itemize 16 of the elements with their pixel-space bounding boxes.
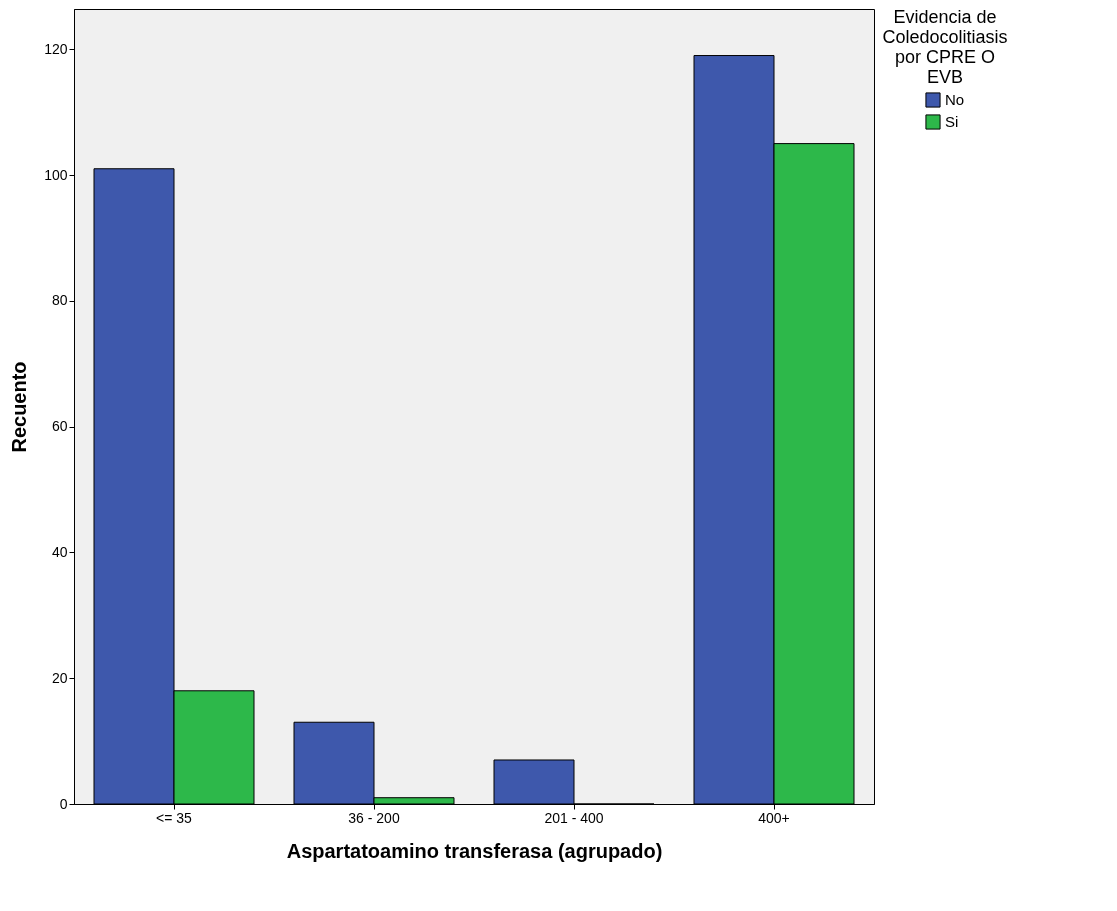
y-axis-title: Recuento <box>8 361 31 453</box>
y-tick-label: 100 <box>44 166 68 183</box>
y-tick-label: 80 <box>51 292 68 309</box>
y-tick-label: 60 <box>51 418 68 435</box>
x-tick-label: 400+ <box>758 809 790 826</box>
legend-label: No <box>945 91 965 108</box>
y-tick-label: 120 <box>44 40 68 57</box>
y-tick-label: 40 <box>51 543 68 560</box>
x-tick-label: 201 - 400 <box>544 809 604 826</box>
legend-label: Si <box>945 113 959 130</box>
x-tick-label: 36 - 200 <box>348 809 400 826</box>
y-tick-label: 20 <box>51 669 68 686</box>
x-axis-title: Aspartatoamino transferasa (agrupado) <box>286 839 663 862</box>
legend-title: Evidencia de Coledocolitiasis por CPRE O EVB <box>882 7 1008 87</box>
y-tick-label: 0 <box>59 795 68 812</box>
x-tick-label: <= 35 <box>156 809 193 826</box>
